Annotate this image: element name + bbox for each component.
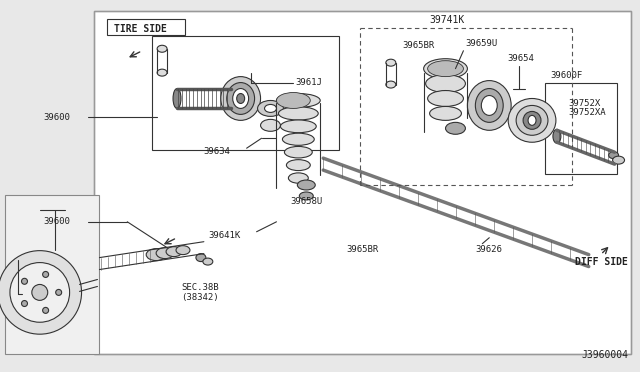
Ellipse shape [445,122,465,134]
Ellipse shape [428,61,463,77]
Ellipse shape [233,89,248,108]
Ellipse shape [287,160,310,171]
Ellipse shape [227,83,255,115]
Text: TIRE SIDE: TIRE SIDE [115,24,167,34]
Text: 39600F: 39600F [550,71,582,80]
Ellipse shape [523,112,541,129]
Ellipse shape [146,248,166,260]
Text: SEC.38B: SEC.38B [181,283,219,292]
Bar [545,83,616,174]
Ellipse shape [264,105,276,112]
Text: 39659U: 39659U [465,39,498,48]
Bar [95,11,632,354]
Ellipse shape [276,93,310,108]
Ellipse shape [280,120,316,133]
Text: 39641K: 39641K [209,231,241,240]
Ellipse shape [260,119,280,131]
Ellipse shape [221,77,260,121]
Ellipse shape [156,248,174,259]
Bar [5,195,99,354]
Circle shape [10,263,70,322]
Ellipse shape [386,59,396,66]
Circle shape [0,251,81,334]
Text: 3965BR: 3965BR [346,245,378,254]
Text: 39752X: 39752X [569,99,601,108]
Ellipse shape [426,75,465,93]
Text: 39741K: 39741K [429,15,465,25]
Ellipse shape [300,192,313,200]
Text: 39600: 39600 [44,113,70,122]
Ellipse shape [276,93,320,108]
Ellipse shape [298,180,316,190]
Ellipse shape [173,89,181,108]
Text: 39654: 39654 [507,54,534,63]
Text: DIFF SIDE: DIFF SIDE [575,257,628,267]
Ellipse shape [282,133,314,145]
Text: 3965BR: 3965BR [403,41,435,50]
Circle shape [22,301,28,307]
Ellipse shape [428,90,463,106]
Ellipse shape [424,59,467,78]
Ellipse shape [508,99,556,142]
Text: 39634: 39634 [203,147,230,156]
Circle shape [56,289,61,295]
Circle shape [43,272,49,278]
Ellipse shape [166,247,182,257]
Ellipse shape [516,105,548,135]
Ellipse shape [481,96,497,115]
Ellipse shape [237,93,244,103]
Ellipse shape [284,147,312,158]
Ellipse shape [257,100,284,116]
Circle shape [32,285,48,300]
Text: 39752XA: 39752XA [569,108,607,117]
Text: 3961J: 3961J [295,78,322,87]
Ellipse shape [553,129,561,143]
Bar [108,19,185,35]
Ellipse shape [157,69,167,76]
Text: J3960004: J3960004 [582,350,628,360]
Ellipse shape [157,45,167,52]
Ellipse shape [528,115,536,125]
Ellipse shape [176,246,190,254]
Text: 39600: 39600 [44,217,70,226]
Circle shape [43,307,49,313]
Ellipse shape [203,258,213,265]
Ellipse shape [612,156,625,164]
Ellipse shape [467,81,511,130]
Circle shape [22,278,28,284]
Text: 39626: 39626 [476,245,502,254]
Ellipse shape [476,89,503,122]
Ellipse shape [609,152,619,158]
Bar [95,11,632,354]
Ellipse shape [429,106,461,121]
Ellipse shape [289,173,308,183]
Ellipse shape [278,107,318,120]
Text: 39658U: 39658U [291,198,323,206]
Bar [152,36,339,150]
Text: (38342): (38342) [181,293,219,302]
Ellipse shape [196,254,206,262]
Ellipse shape [386,81,396,88]
